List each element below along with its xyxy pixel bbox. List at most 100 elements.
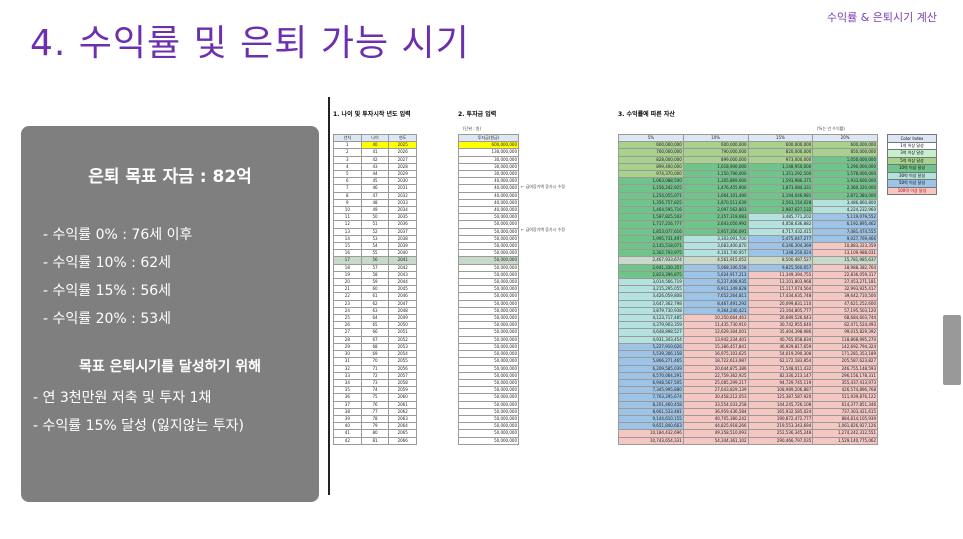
table-row[interactable]: 41 80 2065 (333, 429, 417, 438)
table-cell[interactable]: 1,664,101,490 (682, 191, 749, 200)
table-cell[interactable]: 16 (333, 249, 362, 258)
table-cell[interactable]: 79 (360, 422, 390, 431)
table-cell[interactable]: 600,000,000 (812, 141, 878, 150)
table-cell[interactable]: 2064 (388, 422, 417, 431)
table-row[interactable]: 32 71 2056 (333, 364, 417, 373)
table-cell[interactable]: 2034 (388, 206, 417, 215)
table-cell[interactable]: 205,587,623,827 (812, 357, 878, 366)
table-cell[interactable]: 6,570,064,291 (618, 371, 684, 380)
table-row[interactable]: 50,000,000 (458, 386, 519, 395)
table-cell[interactable]: 31 (333, 357, 362, 366)
table-cell[interactable]: 1,933,600,000 (812, 177, 878, 186)
table-cell[interactable]: 2,643,050,992 (682, 220, 749, 229)
table-cell[interactable]: 130,000,000 (458, 148, 519, 157)
table-cell[interactable]: 34 (333, 378, 362, 388)
table-cell[interactable]: 899,400,000 (618, 162, 684, 172)
table-cell[interactable]: 82,471,524,493 (812, 321, 878, 330)
table-cell[interactable]: 600,000,000 (618, 141, 684, 150)
table-cell[interactable]: 4,224,232,960 (812, 206, 878, 215)
table-cell[interactable]: 1,578,000,000 (812, 170, 878, 179)
table-cell[interactable]: 50,000,000 (458, 321, 519, 330)
table-row[interactable]: 33 72 2057 (333, 371, 417, 380)
table-cell[interactable]: 2,872,384,000 (812, 191, 878, 200)
table-row[interactable]: 23 62 2047 (333, 299, 417, 308)
table-cell[interactable]: 7,652,264,811 (682, 292, 749, 301)
table-row[interactable]: 50,000,000 (458, 249, 519, 258)
table-cell[interactable]: 1,274,242,312,551 (812, 429, 878, 438)
investment-table[interactable]: 투자금(원금) 600,000,000 130,000,000 30,000,000 3… (458, 133, 519, 445)
table-cell[interactable]: 40 (360, 141, 390, 150)
table-cell[interactable]: 1,156,242,925 (618, 184, 684, 193)
table-cell[interactable]: 73 (360, 378, 390, 388)
table-cell[interactable]: 22 (333, 292, 362, 301)
table-cell[interactable]: 36 (333, 393, 362, 402)
table-cell[interactable]: 2,823,396,875 (618, 270, 684, 280)
table-row[interactable]: 50,000,000 (458, 414, 519, 424)
table-cell[interactable]: 2056 (388, 364, 417, 373)
table-cell[interactable]: 3,879,730,938 (618, 306, 684, 316)
table-cell[interactable]: 6,911,149,828 (682, 285, 749, 294)
table-cell[interactable]: 165,932,585,024 (747, 407, 814, 416)
table-cell[interactable]: 1,254,055,071 (618, 191, 684, 200)
table-cell[interactable]: 70 (360, 357, 390, 366)
table-cell[interactable]: 32 (333, 364, 362, 373)
table-cell[interactable]: 1,150,790,000 (682, 170, 749, 179)
table-cell[interactable]: 62,172,183,854 (747, 357, 814, 366)
table-cell[interactable]: 62 (360, 299, 390, 308)
table-cell[interactable]: 30,000,000 (458, 155, 519, 164)
table-cell[interactable]: 5,227,910,626 (618, 342, 684, 352)
table-cell[interactable]: 3,215,295,055 (618, 285, 684, 294)
table-row[interactable]: 38 77 2062 (333, 407, 417, 416)
table-row[interactable]: 11 50 2035 (333, 213, 417, 222)
table-cell[interactable]: 54,344,361,102 (682, 436, 749, 445)
table-cell[interactable]: 13 (333, 227, 362, 236)
table-row[interactable]: 130,000,000 (458, 148, 519, 157)
table-cell[interactable]: 18,988,382,764 (812, 263, 878, 272)
table-cell[interactable]: 1,995,731,497 (618, 234, 684, 244)
table-cell[interactable]: 4 (333, 162, 362, 172)
table-cell[interactable]: 17,434,635,748 (747, 292, 814, 301)
table-cell[interactable]: 46,929,817,659 (747, 342, 814, 352)
table-row[interactable]: 40,000,000 (458, 206, 519, 215)
table-row[interactable]: 1,356,757,825 1,870,511,639 2,563,154,028 3… (618, 198, 878, 208)
table-cell[interactable]: 11,349,394,755 (747, 270, 814, 280)
table-cell[interactable]: 26,689,526,643 (747, 314, 814, 323)
table-cell[interactable]: 46 (360, 184, 390, 193)
table-cell[interactable]: 1,870,511,639 (682, 198, 749, 208)
table-cell[interactable]: 61 (360, 292, 390, 301)
table-row[interactable]: 50,000,000 (458, 400, 519, 409)
table-cell[interactable]: 219,553,343,694 (747, 422, 814, 431)
table-cell[interactable]: 13,101,803,968 (747, 278, 814, 287)
table-cell[interactable]: 2028 (388, 162, 417, 172)
table-cell[interactable]: 511,939,876,122 (812, 393, 878, 402)
table-cell[interactable]: 50,000,000 (458, 227, 519, 236)
table-row[interactable]: 13 52 2037 (333, 227, 417, 236)
table-cell[interactable]: 118,868,995,270 (812, 335, 878, 344)
table-cell[interactable]: 1,529,140,775,062 (812, 436, 878, 445)
table-cell[interactable]: 11 (333, 213, 362, 222)
table-row[interactable]: 3,014,566,719 6,237,408,935 13,101,803,968… (618, 278, 878, 287)
table-row[interactable]: 8,661,533,481 36,959,436,584 165,932,585,0… (618, 407, 878, 416)
table-cell[interactable]: 50,000,000 (458, 270, 519, 280)
table-cell[interactable]: 9,364,240,421 (682, 306, 749, 316)
table-cell[interactable]: 6,948,567,505 (618, 378, 684, 388)
table-cell[interactable]: 2051 (388, 328, 417, 337)
table-cell[interactable]: 50,000,000 (458, 350, 519, 359)
table-cell[interactable]: 3,647,362,798 (618, 299, 684, 308)
table-cell[interactable]: 737,303,421,615 (812, 407, 878, 416)
table-cell[interactable]: 2039 (388, 242, 417, 251)
table-cell[interactable]: 1,853,077,616 (618, 227, 684, 236)
table-cell[interactable]: 2,097,562,803 (682, 206, 749, 215)
table-row[interactable]: 28 67 2052 (333, 335, 417, 344)
table-cell[interactable]: 65 (360, 321, 390, 330)
table-cell[interactable]: 4,058,636,882 (747, 220, 814, 229)
table-cell[interactable]: 40,000,000 (458, 177, 519, 186)
table-row[interactable]: 5,227,910,626 15,386,457,841 46,929,817,65… (618, 342, 878, 352)
table-row[interactable]: 2,145,518,071 3,683,400,870 6,346,304,369 1… (618, 242, 878, 251)
table-row[interactable]: 34 73 2058 (333, 378, 417, 388)
table-cell[interactable]: 2045 (388, 285, 417, 294)
table-cell[interactable]: 142,692,794,324 (812, 342, 878, 352)
table-cell[interactable]: 40 (333, 422, 362, 431)
table-cell[interactable]: 50,000,000 (458, 393, 519, 402)
table-row[interactable]: 50,000,000 (458, 299, 519, 308)
